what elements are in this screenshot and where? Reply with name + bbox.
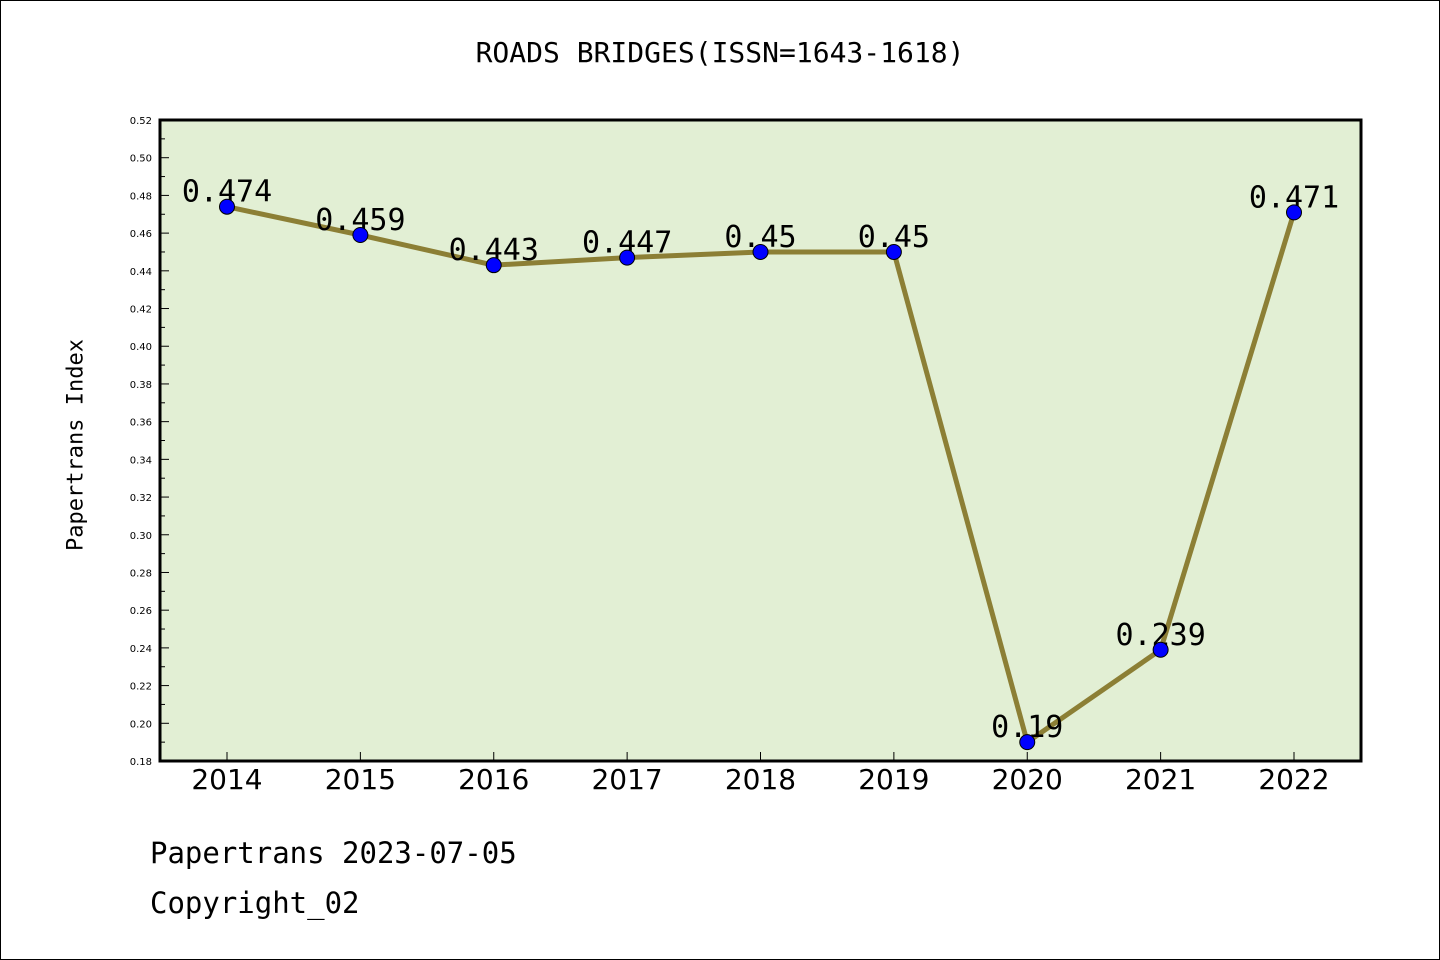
y-tick-label: 0.38 (130, 380, 152, 391)
data-point (1152, 641, 1169, 658)
x-tick-label: 2021 (1125, 763, 1196, 796)
y-tick-label: 0.46 (130, 229, 152, 240)
y-tick-label: 0.48 (130, 191, 152, 202)
chart-title: ROADS BRIDGES(ISSN=1643-1618) (475, 36, 965, 69)
y-tick-label: 0.34 (130, 455, 152, 466)
footer-copyright: Copyright_02 (150, 886, 360, 920)
y-tick-label: 0.44 (130, 267, 152, 278)
y-tick-label: 0.50 (130, 154, 152, 165)
footer-source: Papertrans 2023-07-05 (150, 836, 517, 870)
y-tick-label: 0.22 (130, 682, 152, 693)
y-tick-label: 0.30 (130, 531, 152, 542)
y-tick-label: 0.26 (130, 606, 152, 617)
y-tick-label: 0.36 (130, 418, 152, 429)
x-tick-label: 2018 (725, 763, 796, 796)
data-point (1019, 734, 1036, 751)
plot-border (158, 118, 1363, 763)
data-point (619, 249, 636, 266)
y-tick-label: 0.32 (130, 493, 152, 504)
data-point (1286, 204, 1302, 221)
x-tick-label: 2019 (858, 763, 929, 796)
y-tick-label: 0.28 (130, 568, 152, 579)
y-tick-label: 0.52 (130, 116, 152, 127)
x-tick-label: 2014 (191, 763, 262, 796)
data-point (485, 257, 502, 274)
x-tick-label: 2017 (591, 763, 662, 796)
x-tick-label: 2022 (1258, 763, 1329, 796)
y-tick-label: 0.40 (130, 342, 152, 353)
data-point (219, 198, 235, 215)
x-tick-label: 2020 (992, 763, 1063, 796)
data-point (885, 243, 902, 260)
y-tick-label: 0.18 (130, 757, 152, 768)
y-tick-label: 0.24 (130, 644, 152, 655)
data-point (352, 227, 369, 244)
data-point (752, 243, 769, 260)
y-tick-label: 0.20 (130, 719, 152, 730)
x-tick-label: 2015 (325, 763, 396, 796)
x-tick-label: 2016 (458, 763, 529, 796)
y-tick-label: 0.42 (130, 305, 152, 316)
